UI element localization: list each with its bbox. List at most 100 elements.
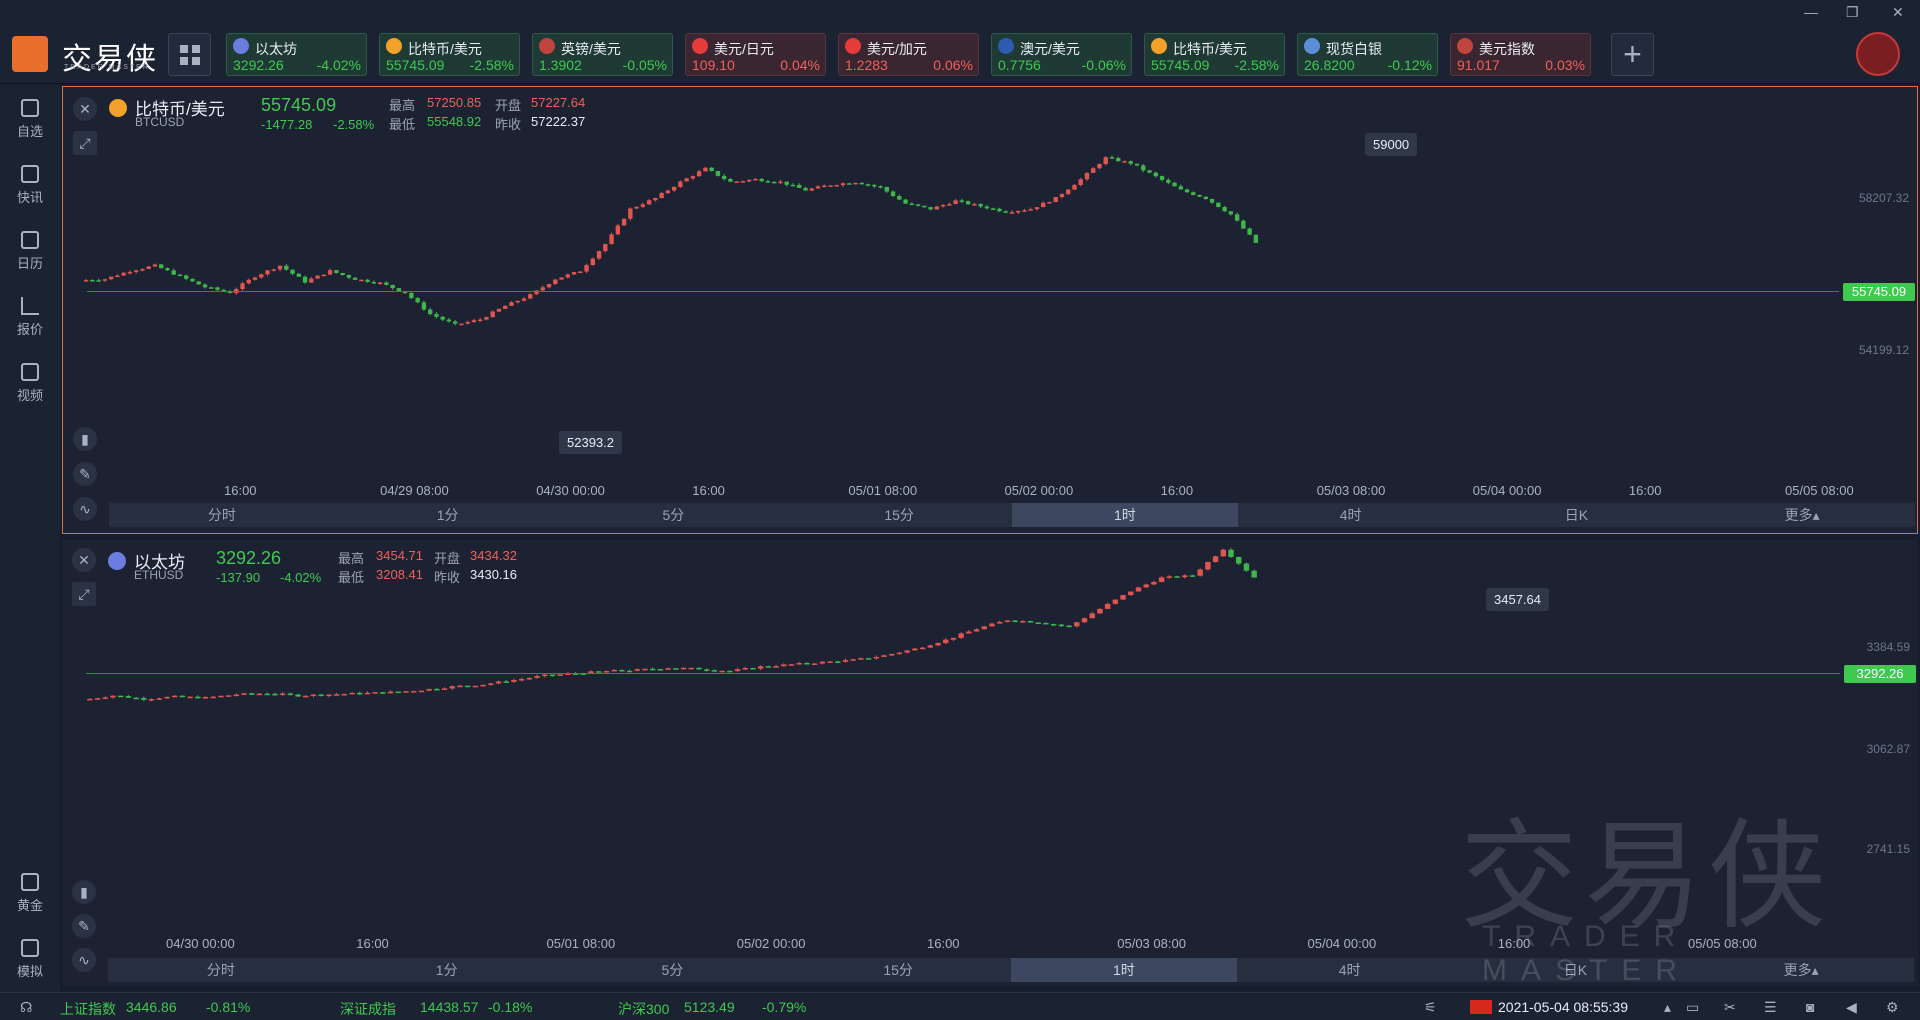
candle-body <box>1003 211 1008 213</box>
index-name[interactable]: 深证成指 <box>340 1001 396 1017</box>
candle-body <box>1097 608 1103 614</box>
candle-body <box>488 683 494 685</box>
symbol-name[interactable]: 比特币/美元 <box>135 100 225 119</box>
candle-body <box>415 298 420 303</box>
candle-body <box>797 184 802 188</box>
signal-icon[interactable]: ⚟ <box>1424 999 1437 1015</box>
candle-body <box>1216 202 1221 208</box>
candle-body <box>241 693 247 695</box>
menu-icon[interactable]: ☰ <box>1764 999 1777 1015</box>
candle-body <box>611 669 617 672</box>
timeframe-tab[interactable]: 5分 <box>662 507 685 523</box>
timeframe-tab[interactable]: 4时 <box>1338 962 1361 978</box>
candle-body <box>165 268 170 271</box>
candle-body <box>290 269 295 274</box>
tools-icon[interactable]: ✂ <box>1724 999 1736 1015</box>
candle-body <box>365 279 370 282</box>
timeframe-tab[interactable]: 更多▴ <box>1784 507 1820 523</box>
volume-icon[interactable]: ◀ <box>1846 999 1857 1015</box>
candle-body <box>919 647 926 650</box>
restore-button[interactable]: ❐ <box>1846 4 1859 20</box>
ticker-card[interactable]: 比特币/美元 55745.09 -2.58% <box>1144 33 1285 76</box>
candle-body <box>1120 595 1126 600</box>
close-panel-icon[interactable]: ✕ <box>73 97 97 121</box>
sidebar-item-watchlist[interactable]: 自选 <box>0 99 60 140</box>
expand-icon[interactable]: ⤢ <box>72 582 96 606</box>
sidebar-item-gold[interactable]: 黄金 <box>0 873 60 914</box>
btc-candlestick-chart[interactable] <box>63 87 1917 533</box>
candle-body <box>521 298 527 301</box>
timeframe-tab[interactable]: 1时 <box>1012 503 1238 527</box>
expand-icon[interactable]: ⤢ <box>73 131 97 155</box>
ticker-card[interactable]: 现货白银 26.8200 -0.12% <box>1297 33 1438 76</box>
timeframe-tab[interactable]: 5分 <box>661 962 684 978</box>
candle-body <box>804 663 810 665</box>
ticker-card[interactable]: 美元/加元 1.2283 0.06% <box>838 33 979 76</box>
timeframe-tab[interactable]: 日K <box>1563 962 1588 978</box>
candle-body <box>922 205 927 208</box>
x-tick: 16:00 <box>224 483 257 498</box>
candle-body <box>728 179 733 182</box>
timeframe-tab[interactable]: 分时 <box>207 507 236 523</box>
timeframe-tab[interactable]: 15分 <box>883 962 913 978</box>
x-tick: 04/30 00:00 <box>536 483 605 498</box>
ticker-card[interactable]: 美元/日元 109.10 0.04% <box>685 33 826 76</box>
sidebar-item-video[interactable]: 视频 <box>0 363 60 404</box>
candle-body <box>87 698 93 701</box>
camera-icon[interactable]: ◙ <box>1806 999 1815 1015</box>
simulate-icon <box>21 939 39 957</box>
candle-body <box>252 277 258 280</box>
ticker-card[interactable]: 美元指数 91.017 0.03% <box>1450 33 1591 76</box>
sidebar-item-simulate[interactable]: 模拟 <box>0 939 60 980</box>
layout-grid-button[interactable] <box>168 33 211 76</box>
ticker-card[interactable]: 比特币/美元 55745.09 -2.58% <box>379 33 520 76</box>
timeframe-tab[interactable]: 日K <box>1564 507 1589 523</box>
low-label: 最低 <box>389 117 416 132</box>
sidebar-item-calendar[interactable]: 日历 <box>0 231 60 272</box>
timeframe-tab[interactable]: 更多▴ <box>1783 962 1819 978</box>
draw-tool-icon[interactable]: ✎ <box>73 462 97 486</box>
gold-icon <box>21 873 39 891</box>
timeframe-tab[interactable]: 分时 <box>206 962 235 978</box>
close-button[interactable]: ✕ <box>1892 4 1904 20</box>
minimize-button[interactable]: — <box>1804 4 1818 20</box>
timeframe-tab[interactable]: 1分 <box>436 507 459 523</box>
symbol-name[interactable]: 以太坊 <box>134 553 185 572</box>
indicator-icon[interactable]: ▮ <box>73 427 97 451</box>
screen-icon[interactable]: ▭ <box>1686 999 1700 1015</box>
candle-body <box>1134 163 1140 166</box>
headset-icon[interactable]: ☊ <box>20 999 33 1015</box>
candle-body <box>279 693 286 696</box>
candle-body <box>1012 620 1018 622</box>
timeframe-tab[interactable]: 15分 <box>884 507 914 523</box>
sidebar-item-quotes[interactable]: 报价 <box>0 297 60 338</box>
trend-tool-icon[interactable]: ∿ <box>72 948 96 972</box>
ticker-card[interactable]: 澳元/美元 0.7756 -0.06% <box>991 33 1132 76</box>
ticker-card[interactable]: 英镑/美元 1.3902 -0.05% <box>532 33 673 76</box>
add-ticker-button[interactable]: + <box>1611 33 1654 76</box>
candle-body <box>1147 170 1152 173</box>
sidebar-item-news[interactable]: 快讯 <box>0 165 60 206</box>
candle-body <box>546 284 552 288</box>
ticker-name: 比特币/美元 <box>408 41 482 57</box>
ticker-price: 109.10 <box>692 57 735 73</box>
trend-tool-icon[interactable]: ∿ <box>73 497 97 521</box>
close-panel-icon[interactable]: ✕ <box>72 548 96 572</box>
eth-candlestick-chart[interactable] <box>62 540 1918 986</box>
candle-body <box>858 658 864 660</box>
index-name[interactable]: 沪深300 <box>618 1001 670 1017</box>
candle-body <box>790 184 796 187</box>
settings-gear-icon[interactable]: ⚙ <box>1886 999 1899 1015</box>
caret-up-icon[interactable]: ▴ <box>1664 999 1672 1015</box>
avatar[interactable] <box>1856 32 1900 76</box>
index-name[interactable]: 上证指数 <box>60 1001 116 1017</box>
ticker-card[interactable]: 以太坊 3292.26 -4.02% <box>226 33 367 76</box>
draw-tool-icon[interactable]: ✎ <box>72 914 96 938</box>
timeframe-tab[interactable]: 4时 <box>1339 507 1362 523</box>
candle-body <box>773 666 779 668</box>
timeframe-tab[interactable]: 1时 <box>1011 958 1237 982</box>
timeframe-tab[interactable]: 1分 <box>435 962 458 978</box>
candle-body <box>102 279 108 281</box>
candle-body <box>703 669 710 671</box>
indicator-icon[interactable]: ▮ <box>72 880 96 904</box>
